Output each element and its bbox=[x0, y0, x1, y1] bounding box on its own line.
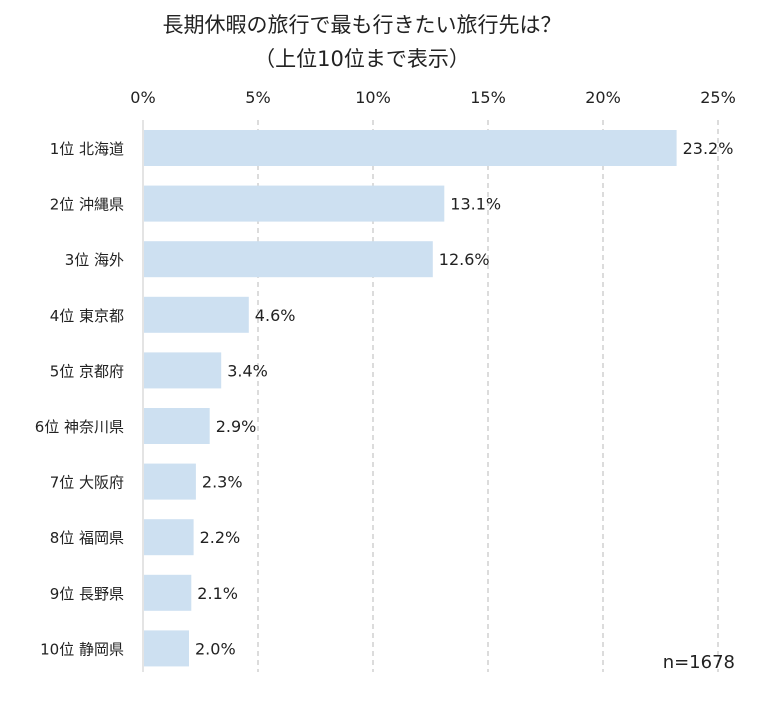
x-axis-ticks: 0% 5% 10% 15% 20% 25% bbox=[130, 88, 735, 107]
x-tick-label: 5% bbox=[245, 88, 270, 107]
x-tick-label: 0% bbox=[130, 88, 155, 107]
category-label: 10位 静岡県 bbox=[40, 640, 124, 658]
value-label: 12.6% bbox=[439, 250, 490, 269]
bar bbox=[144, 352, 222, 389]
category-label: 9位 長野県 bbox=[50, 585, 124, 603]
bar bbox=[144, 130, 677, 166]
category-label: 4位 東京都 bbox=[50, 307, 124, 325]
value-label: 2.2% bbox=[200, 528, 241, 547]
x-tick-label: 15% bbox=[470, 88, 506, 107]
bar bbox=[144, 574, 192, 611]
x-tick-label: 10% bbox=[355, 88, 391, 107]
value-label: 3.4% bbox=[227, 361, 268, 380]
bar bbox=[144, 241, 433, 278]
category-label: 3位 海外 bbox=[65, 251, 124, 269]
value-label: 23.2% bbox=[683, 139, 734, 158]
x-tick-label: 20% bbox=[585, 88, 621, 107]
chart-title: 長期休暇の旅行で最も行きたい旅行先は？ bbox=[163, 13, 562, 37]
bar bbox=[144, 185, 445, 222]
bar bbox=[144, 630, 189, 667]
value-label: 2.3% bbox=[202, 473, 243, 492]
category-label: 6位 神奈川県 bbox=[35, 418, 124, 436]
category-label: 2位 沖縄県 bbox=[50, 196, 124, 214]
category-label: 8位 福岡県 bbox=[50, 529, 124, 547]
category-label: 5位 京都府 bbox=[50, 362, 124, 380]
category-labels: 1位 北海道 2位 沖縄県 3位 海外 4位 東京都 5位 京都府 6位 神奈川県 7位 大… bbox=[35, 140, 124, 658]
bar bbox=[144, 408, 210, 444]
category-label: 1位 北海道 bbox=[50, 140, 124, 158]
bar bbox=[144, 519, 194, 556]
x-tick-label: 25% bbox=[700, 88, 736, 107]
value-label: 13.1% bbox=[450, 195, 501, 214]
value-label: 2.9% bbox=[216, 417, 257, 436]
category-label: 7位 大阪府 bbox=[50, 474, 124, 492]
value-labels: 23.2% 13.1% 12.6% 4.6% 3.4% 2.9% 2.3% 2.2% 2.1% 2… bbox=[195, 139, 733, 658]
chart-subtitle: （上位10位まで表示） bbox=[254, 47, 470, 71]
value-label: 4.6% bbox=[255, 306, 296, 325]
bar bbox=[144, 296, 249, 333]
bars bbox=[144, 130, 677, 667]
bar bbox=[144, 463, 196, 500]
value-label: 2.1% bbox=[197, 584, 238, 603]
sample-size-note: n=1678 bbox=[663, 652, 735, 673]
value-label: 2.0% bbox=[195, 639, 236, 658]
